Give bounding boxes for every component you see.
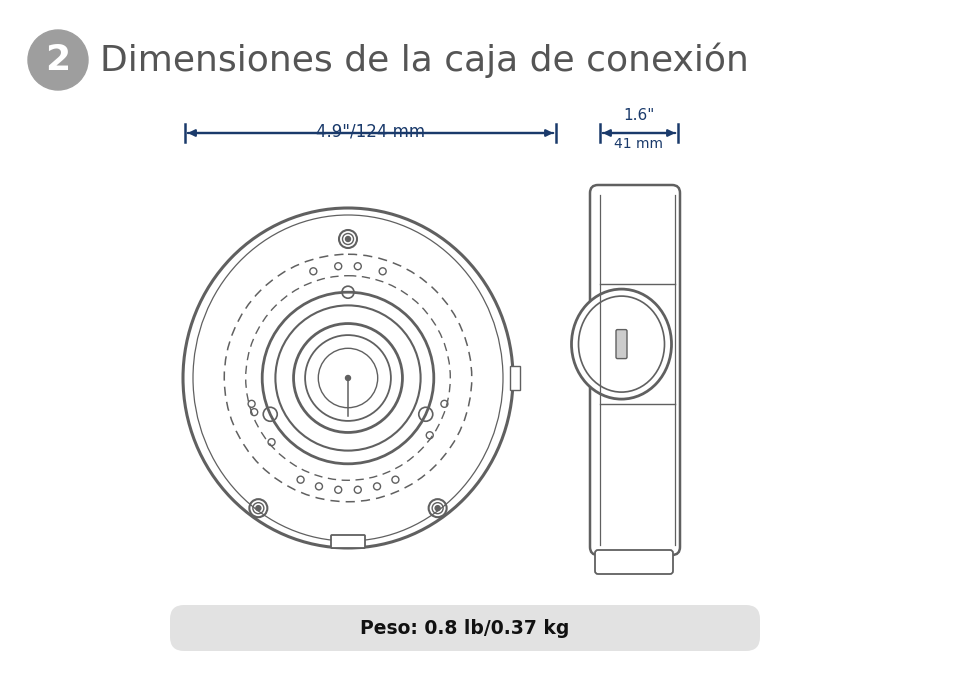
Text: 4.9"/124 mm: 4.9"/124 mm: [315, 122, 425, 140]
Text: Peso: 0.8 lb/0.37 kg: Peso: 0.8 lb/0.37 kg: [360, 619, 569, 637]
Text: 41 mm: 41 mm: [614, 137, 662, 151]
FancyBboxPatch shape: [589, 185, 679, 555]
Ellipse shape: [571, 289, 671, 399]
Circle shape: [345, 376, 350, 380]
FancyBboxPatch shape: [170, 605, 760, 651]
Ellipse shape: [578, 296, 664, 392]
Circle shape: [255, 506, 260, 511]
Text: 2: 2: [46, 43, 71, 77]
Text: Dimensiones de la caja de conexión: Dimensiones de la caja de conexión: [100, 42, 748, 78]
Text: 1.6": 1.6": [622, 108, 654, 123]
Bar: [510, 366, 519, 390]
FancyBboxPatch shape: [331, 535, 365, 548]
FancyBboxPatch shape: [595, 550, 672, 574]
Circle shape: [435, 506, 439, 511]
FancyBboxPatch shape: [616, 329, 626, 358]
Circle shape: [345, 236, 350, 242]
Circle shape: [28, 30, 88, 90]
